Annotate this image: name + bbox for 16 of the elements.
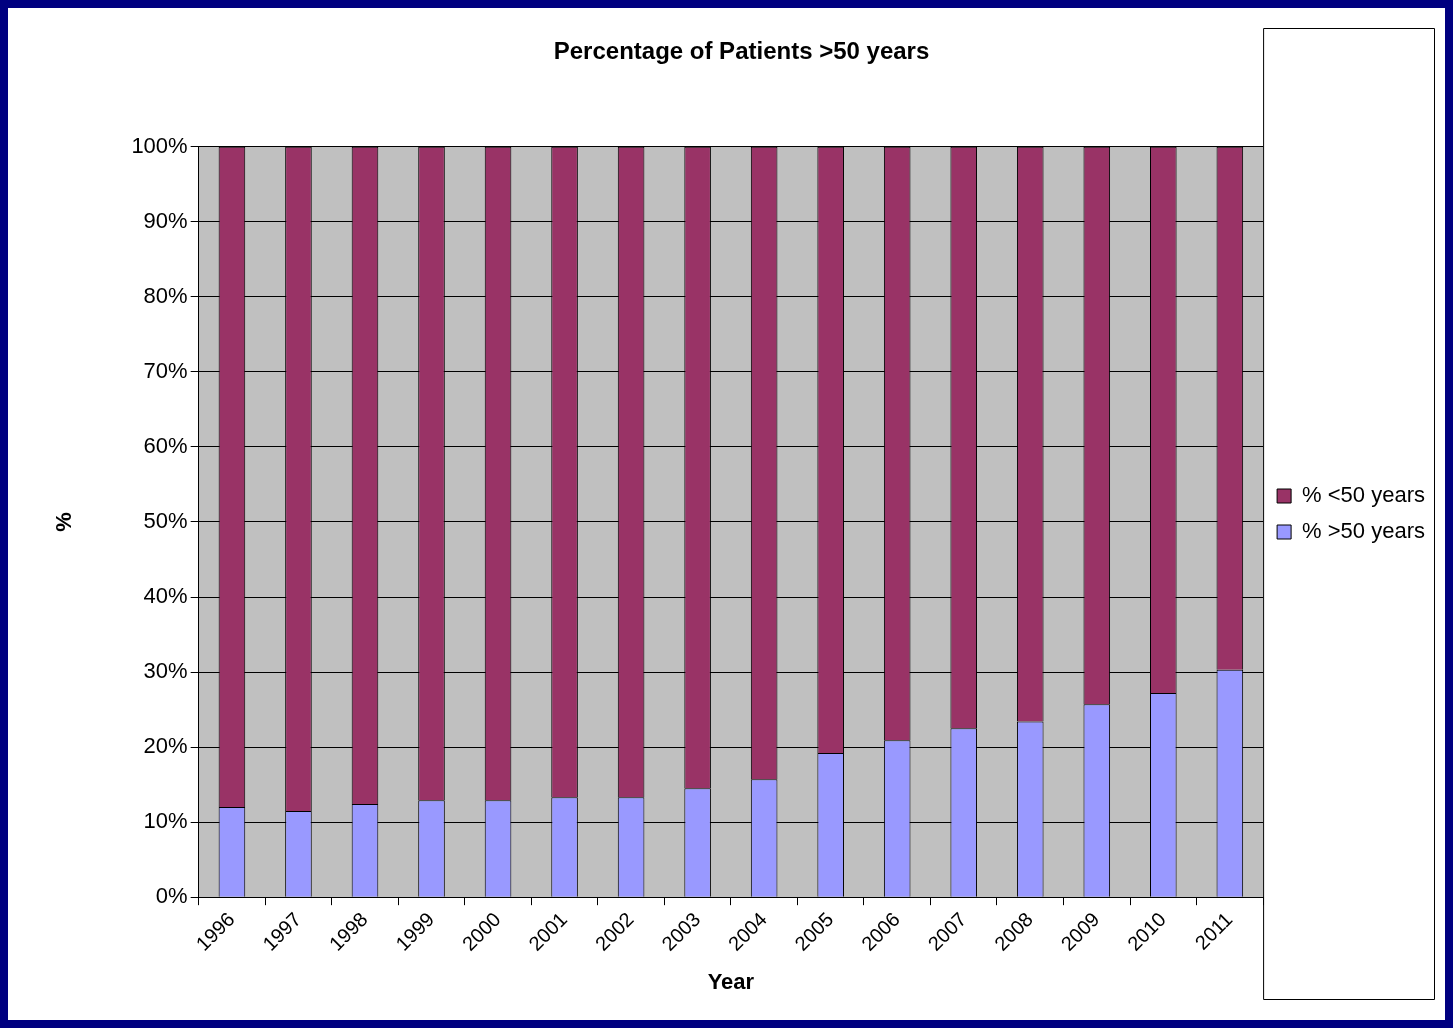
y-tick-label: 50% [143, 508, 188, 534]
legend-label: % >50 years [1302, 518, 1425, 544]
y-tick-label: 70% [143, 357, 188, 383]
y-tick-label: 80% [143, 282, 188, 308]
y-tick-label: 10% [143, 808, 188, 834]
y-tick-label: 0% [155, 883, 188, 909]
y-tick-label: 90% [143, 207, 188, 233]
legend-label: % <50 years [1302, 482, 1425, 508]
y-tick-label: 30% [143, 658, 188, 684]
y-tick-label: 100% [131, 132, 188, 158]
x-axis-title: Year [707, 968, 755, 994]
y-tick-label: 40% [143, 583, 188, 609]
y-tick-label: 60% [143, 433, 188, 459]
chart-title: Percentage of Patients >50 years [553, 37, 930, 65]
y-axis-title: % [51, 512, 77, 532]
y-tick-label: 20% [143, 733, 188, 759]
